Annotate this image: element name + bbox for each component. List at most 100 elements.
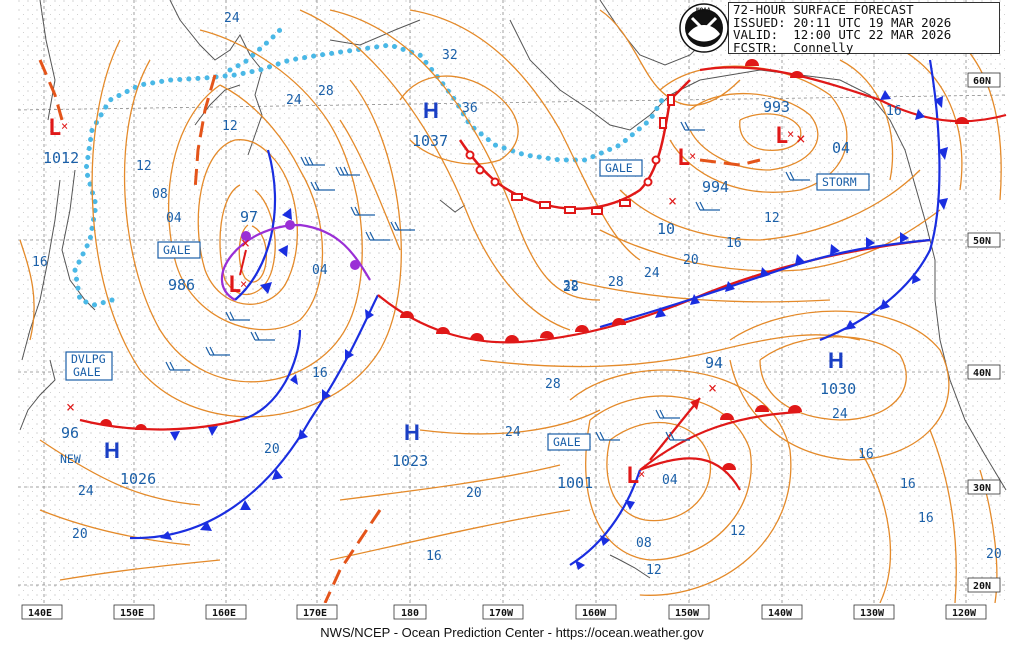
svg-text:GALE: GALE: [73, 365, 101, 379]
svg-text:140E: 140E: [28, 608, 52, 619]
header-title: 72-HOUR SURFACE FORECAST: [733, 2, 914, 17]
svg-text:1030: 1030: [820, 380, 856, 398]
svg-text:20: 20: [986, 547, 1002, 562]
svg-text:H: H: [423, 98, 439, 123]
low-1012: L × 1012: [43, 116, 79, 167]
svg-text:986: 986: [168, 276, 195, 294]
svg-text:28: 28: [545, 377, 561, 392]
svg-text:×: ×: [668, 192, 677, 210]
svg-text:36: 36: [462, 101, 478, 116]
svg-text:16: 16: [900, 477, 916, 492]
svg-text:24: 24: [78, 484, 94, 499]
lon-140w: 140W: [761, 604, 803, 620]
svg-text:H: H: [404, 420, 420, 445]
noaa-logo: NOAA: [679, 3, 729, 53]
ice-edge: [72, 22, 668, 308]
occluded-front: [220, 220, 371, 301]
svg-text:20: 20: [264, 442, 280, 457]
svg-text:L: L: [775, 124, 788, 149]
svg-text:94: 94: [705, 354, 723, 372]
svg-text:12: 12: [764, 211, 780, 226]
svg-text:04: 04: [166, 211, 182, 226]
svg-text:28: 28: [608, 275, 624, 290]
cold-front: [129, 149, 379, 540]
svg-text:97: 97: [240, 208, 258, 226]
svg-text:H: H: [828, 348, 844, 373]
svg-text:160W: 160W: [582, 608, 607, 619]
svg-text:16: 16: [32, 255, 48, 270]
svg-text:16: 16: [426, 549, 442, 564]
svg-text:16: 16: [918, 511, 934, 526]
svg-text:×: ×: [708, 379, 717, 397]
svg-text:×: ×: [61, 119, 68, 133]
tag-dvlpg-gale: DVLPG GALE: [65, 351, 113, 381]
svg-text:L: L: [48, 116, 61, 141]
svg-text:1001: 1001: [557, 474, 593, 492]
svg-text:×: ×: [796, 129, 806, 148]
svg-text:16: 16: [726, 236, 742, 251]
header-issued: ISSUED: 20:11 UTC 19 MAR 2026: [733, 14, 952, 30]
svg-text:08: 08: [636, 536, 652, 551]
tag-gale-2: GALE: [599, 159, 643, 177]
high-1026: H 1026: [104, 438, 156, 488]
isobars: [19, 9, 1002, 604]
svg-text:STORM: STORM: [822, 175, 857, 189]
svg-text:180: 180: [401, 608, 419, 619]
svg-text:28: 28: [563, 280, 579, 295]
svg-text:60N: 60N: [973, 76, 991, 87]
front-se: [569, 397, 802, 570]
lon-170w: 170W: [482, 604, 524, 620]
svg-text:20: 20: [683, 253, 699, 268]
low-994: L × 994 ×: [668, 146, 729, 210]
svg-text:140W: 140W: [768, 608, 793, 619]
svg-text:12: 12: [730, 524, 746, 539]
isobar-labels: 24 28 32 36 24 12 08 04 04 16 20 24 28 3…: [32, 11, 1002, 578]
header-forecaster: FCSTR: Connelly: [733, 39, 854, 55]
svg-text:1037: 1037: [412, 132, 448, 150]
tag-gale-1: GALE: [157, 241, 201, 259]
stationary-front: [377, 232, 931, 344]
svg-text:150W: 150W: [675, 608, 700, 619]
tag-new: NEW: [60, 452, 81, 466]
lat-20n: 20N: [967, 577, 1001, 593]
svg-text:GALE: GALE: [605, 161, 633, 175]
footer-credit: NWS/NCEP - Ocean Prediction Center - htt…: [320, 625, 704, 640]
svg-text:04: 04: [662, 473, 678, 488]
chart-header: 72-HOUR SURFACE FORECAST ISSUED: 20:11 UT…: [728, 2, 1000, 54]
svg-text:DVLPG: DVLPG: [71, 352, 106, 366]
svg-text:16: 16: [886, 104, 902, 119]
high-1023: H 1023: [392, 420, 428, 470]
high-1030: H 1030: [820, 348, 856, 398]
svg-text:24: 24: [644, 266, 660, 281]
svg-text:24: 24: [286, 93, 302, 108]
svg-text:24: 24: [224, 11, 240, 26]
svg-text:08: 08: [152, 187, 168, 202]
svg-text:120W: 120W: [952, 608, 977, 619]
svg-text:20: 20: [72, 527, 88, 542]
lon-180: 180: [393, 604, 427, 620]
lon-150w: 150W: [668, 604, 710, 620]
svg-text:24: 24: [832, 407, 848, 422]
low-1001: L × 1001: [557, 464, 645, 492]
low-993: L × 993 ×: [763, 98, 806, 149]
latitude-labels: 60N 50N 40N 30N 20N: [967, 72, 1001, 593]
svg-text:20: 20: [466, 486, 482, 501]
svg-text:NOAA: NOAA: [696, 7, 711, 14]
svg-text:×: ×: [241, 234, 250, 252]
svg-text:16: 16: [858, 447, 874, 462]
svg-text:24: 24: [505, 425, 521, 440]
svg-text:160E: 160E: [212, 608, 236, 619]
svg-text:×: ×: [66, 398, 75, 416]
longitude-labels: 140E 150E 160E 170E 180 170W 160W 150W 1…: [18, 603, 1006, 621]
lat-30n: 30N: [967, 479, 1001, 495]
svg-text:×: ×: [638, 467, 645, 481]
svg-text:12: 12: [646, 563, 662, 578]
svg-text:170W: 170W: [489, 608, 514, 619]
header-valid: VALID: 12:00 UTC 22 MAR 2026: [733, 27, 952, 42]
tag-gale-3: GALE: [547, 433, 591, 451]
svg-text:12: 12: [222, 119, 238, 134]
svg-text:H: H: [104, 438, 120, 463]
svg-text:1023: 1023: [392, 452, 428, 470]
cold-front-east: [819, 59, 948, 342]
